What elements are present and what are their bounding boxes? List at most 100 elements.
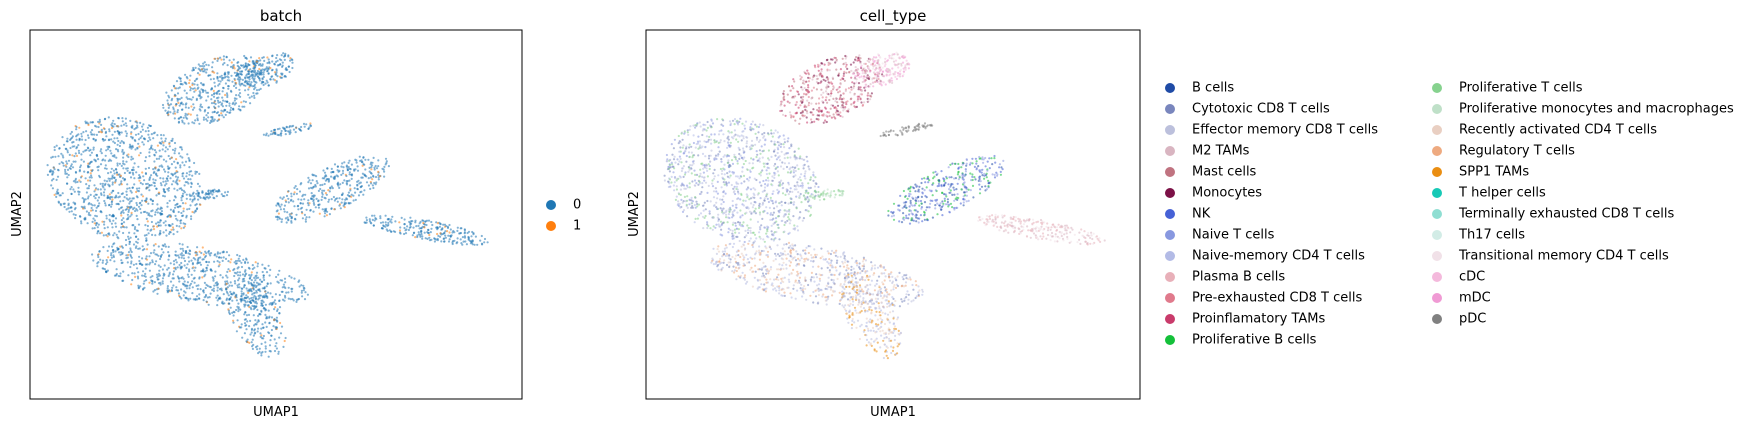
batch-point [166,202,169,205]
batch-point [216,76,219,79]
batch-point [234,259,238,263]
batch-point [140,211,143,214]
batch-point [129,247,132,250]
batch-point [66,149,69,152]
batch-point [264,341,267,344]
batch-point [370,182,373,185]
batch-point [93,222,96,225]
batch-point [136,124,139,127]
cell-type-point [749,229,752,232]
batch-point [50,156,53,159]
cell-type-point [681,182,684,185]
cell-type-point [778,211,781,214]
batch-point [107,256,110,259]
batch-point [250,328,253,331]
batch-point [439,222,442,225]
batch-point [92,146,95,149]
cell-type-point [692,141,696,145]
batch-point [180,219,183,222]
cell-type-point [679,176,682,179]
batch-point [128,231,131,234]
cell-type-point [720,186,723,189]
batch-point [104,131,107,135]
batch-point [273,349,277,353]
batch-point [238,259,241,263]
batch-point [341,169,345,172]
cell-type-point [747,187,750,190]
batch-point [169,103,173,106]
batch-point [99,258,102,261]
cell-type-point [734,133,737,136]
batch-point [115,148,118,151]
cell-type-point [697,154,700,157]
batch-point [283,277,287,280]
batch-point [325,214,328,217]
cell-type-point [685,154,688,158]
batch-point [195,170,199,174]
batch-point [161,282,164,285]
cell-type-point [730,183,733,187]
batch-point [146,224,149,228]
batch-point [217,114,221,117]
batch-point [192,103,195,106]
batch-point [307,176,310,179]
batch-point [323,189,326,192]
batch-point [294,131,297,134]
batch-point [307,199,310,202]
batch-point [436,232,439,236]
batch-point [319,187,322,191]
batch-point [308,179,311,182]
batch-point [150,279,153,282]
batch-point [110,254,113,257]
batch-point [218,75,222,78]
batch-point [191,210,194,214]
cell-type-point [777,174,780,177]
batch-point [84,120,87,123]
batch-point [176,230,179,233]
batch-point [377,165,380,168]
batch-point [188,287,191,290]
batch-point [210,252,213,255]
cell-type-point [688,155,691,158]
batch-point [406,225,409,228]
cell-type-point [769,278,772,281]
batch-point [347,191,350,194]
cell-type-point [726,161,729,164]
cell-type-point [736,119,739,122]
cell-type-point [776,215,780,218]
cell-type-point [738,148,741,151]
batch-point [230,258,233,261]
cell-type-point [676,177,679,180]
batch-point [209,74,212,77]
cell-type-point [754,132,757,135]
batch-point [327,189,330,192]
batch-point [284,129,287,132]
batch-point [148,281,151,284]
cell-type-point [763,283,766,286]
batch-point [486,241,489,244]
batch-point [89,209,93,212]
batch-point [364,168,367,171]
cell-type-point [797,167,800,171]
batch-point [164,109,167,112]
batch-point [251,267,254,271]
cell-type-point [755,125,759,128]
batch-point [168,271,171,274]
batch-point [311,179,314,182]
batch-point [205,192,208,195]
cell-type-point [745,211,748,214]
batch-point [130,131,133,134]
batch-point [447,240,451,243]
cell-type-point [758,213,762,216]
batch-point [235,293,238,296]
batch-point [110,256,113,259]
batch-point [145,237,148,240]
batch-point [327,198,331,201]
batch-point [216,304,219,307]
batch-point [219,101,222,104]
cell-type-point [694,217,697,220]
batch-point [258,67,261,71]
batch-point [134,246,137,249]
batch-point [276,218,279,221]
